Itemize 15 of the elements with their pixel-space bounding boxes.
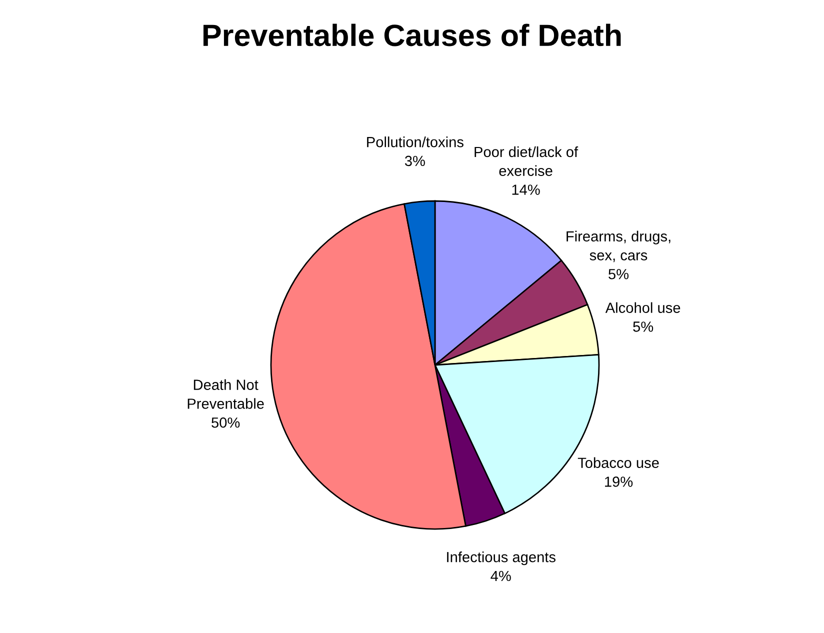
slice-label: Death Not Preventable xyxy=(188,379,264,409)
data-label: 50% xyxy=(212,417,240,428)
slice-label: Firearms, drugs, sex, cars xyxy=(566,230,670,262)
data-label: 5% xyxy=(608,269,629,280)
slice-label: Pollution/toxins xyxy=(367,136,464,148)
chart-title: Preventable Causes of Death xyxy=(203,24,621,46)
data-label: 5% xyxy=(633,322,654,332)
data-label: 4% xyxy=(490,570,511,582)
data-label: 3% xyxy=(404,156,425,166)
slice-label: Poor diet/lack of exercise xyxy=(474,146,578,176)
slice-label: Alcohol use xyxy=(605,302,680,313)
slice-label: Infectious agents xyxy=(447,552,556,566)
slice-label: Tobacco use xyxy=(578,457,659,468)
data-label: 14% xyxy=(512,184,540,195)
data-label: 19% xyxy=(605,476,633,487)
